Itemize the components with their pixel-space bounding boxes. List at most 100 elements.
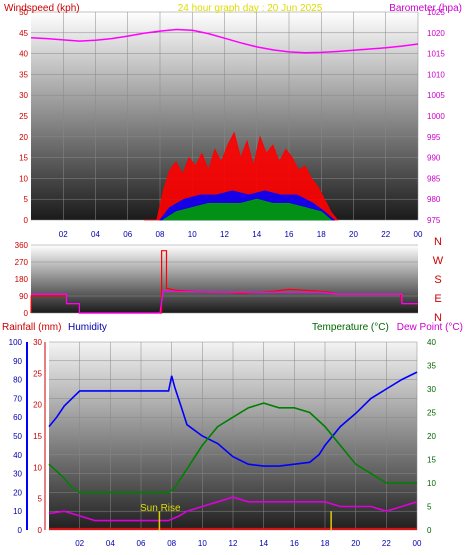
temperature-tick-label: 30 [427,385,436,394]
hour-tick-label: 14 [259,539,268,548]
barometer-tick-label: 975 [427,216,441,225]
climate-panel-humidity-title: Humidity [68,322,107,333]
hour-tick-label: 20 [349,230,358,239]
temperature-tick-label: 35 [427,362,436,371]
climate-panel-grid [49,341,418,531]
compass-label: E [434,293,441,305]
hour-tick-label: 12 [229,539,238,548]
sunrise-annotation: Sun Rise [140,503,181,514]
hour-tick-label: 16 [290,539,299,548]
wind-panel-axis-ticks: 0510152025303540455097598098599099510001… [19,8,445,239]
rainfall-tick-label: 30 [33,338,42,347]
humidity-tick-label: 50 [13,432,22,441]
wind-panel-right-axis-title: Barometer (hpa) [389,3,462,14]
rainfall-tick-label: 20 [33,401,42,410]
temperature-line [48,402,417,494]
direction-panel-series [30,250,418,314]
hour-tick-label: 08 [156,230,165,239]
humidity-tick-label: 100 [9,338,23,347]
direction-panel-axis-ticks: 0 90 180 270 360 [15,241,29,318]
barometer-tick-label: 1005 [427,91,445,100]
hour-tick-label: 06 [137,539,146,548]
climate-panel-axis-ticks: 0102030405060708090100051015202530051015… [9,338,437,548]
hour-tick-label: 12 [220,230,229,239]
temperature-tick-label: 10 [427,479,436,488]
humidity-tick-label: 70 [13,394,22,403]
temperature-tick-label: 0 [427,526,432,535]
wind-panel-title: 24 hour graph day : 20 Jun 2025 [178,3,323,14]
hour-tick-label: 14 [252,230,261,239]
climate-panel-temperature-title: Temperature (°C) [312,322,389,333]
calm-area [161,198,332,221]
barometer-tick-label: 1010 [427,70,445,79]
temperature-tick-label: 20 [427,432,436,441]
temperature-tick-label: 15 [427,456,436,465]
direction-tick-label: 360 [15,241,29,250]
barometer-tick-label: 1025 [427,8,445,17]
hour-tick-label: 18 [317,230,326,239]
barometer-line [30,28,419,54]
humidity-line [48,371,418,467]
climate-panel-rainfall-title: Rainfall (mm) [2,322,61,333]
barometer-tick-label: 1000 [427,112,445,121]
barometer-tick-label: 980 [427,195,441,204]
hour-tick-label: 18 [321,539,330,548]
windspeed-tick-label: 50 [19,8,28,17]
rainfall-tick-label: 25 [33,369,42,378]
temperature-tick-label: 40 [427,338,436,347]
compass-label: N [434,236,442,248]
temperature-tick-label: 25 [427,409,436,418]
humidity-tick-label: 0 [18,526,23,535]
compass-label: W [433,255,444,267]
humidity-tick-label: 60 [13,413,22,422]
barometer-tick-label: 1015 [427,50,445,59]
climate-panel-series [48,371,418,530]
direction-tick-label: 90 [19,292,28,301]
hour-tick-label: 00 [414,230,423,239]
wind-panel-series [30,28,419,221]
direction-average-line [31,289,418,314]
hour-tick-label: 00 [413,539,422,548]
windspeed-tick-label: 40 [19,50,28,59]
climate-panel-dewpoint-title: Dew Point (°C) [397,322,463,333]
windspeed-tick-label: 45 [19,29,28,38]
rainfall-tick-label: 15 [33,432,42,441]
dewpoint-line [48,496,418,522]
barometer-tick-label: 990 [427,154,441,163]
hour-tick-label: 04 [106,539,115,548]
humidity-tick-label: 30 [13,470,22,479]
rainfall-tick-label: 5 [38,495,43,504]
barometer-tick-label: 1020 [427,29,445,38]
hour-tick-label: 02 [59,230,68,239]
humidity-tick-label: 10 [13,507,22,516]
windspeed-tick-label: 35 [19,70,28,79]
hour-tick-label: 22 [381,230,390,239]
windspeed-tick-label: 0 [24,216,29,225]
compass-label: N [434,312,442,324]
windspeed-tick-label: 15 [19,154,28,163]
wind-panel-left-axis-title: Windspeed (kph) [4,3,80,14]
hour-tick-label: 02 [75,539,84,548]
windspeed-tick-label: 5 [24,195,29,204]
rainfall-tick-label: 0 [38,526,43,535]
wind-panel-grid [31,11,419,221]
compass-label: S [434,274,441,286]
temperature-tick-label: 5 [427,503,432,512]
hour-tick-label: 20 [351,539,360,548]
windspeed-tick-label: 20 [19,133,28,142]
direction-tick-label: 270 [15,258,29,267]
humidity-tick-label: 20 [13,488,22,497]
windspeed-tick-label: 10 [19,174,28,183]
humidity-tick-label: 40 [13,451,22,460]
humidity-tick-label: 80 [13,376,22,385]
hour-tick-label: 04 [91,230,100,239]
humidity-tick-label: 90 [13,357,22,366]
hour-tick-label: 22 [382,539,391,548]
hour-tick-label: 06 [123,230,132,239]
barometer-tick-label: 995 [427,133,441,142]
windspeed-tick-label: 25 [19,112,28,121]
direction-tick-label: 180 [15,275,29,284]
hour-tick-label: 10 [188,230,197,239]
